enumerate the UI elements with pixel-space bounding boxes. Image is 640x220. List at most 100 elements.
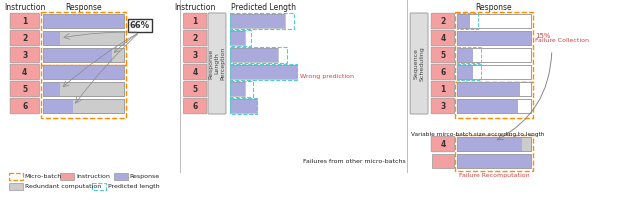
- Text: Sequence
Scheduling: Sequence Scheduling: [413, 46, 424, 81]
- Text: Redundant computation: Redundant computation: [25, 184, 101, 189]
- Bar: [43, 31, 124, 45]
- Text: 6: 6: [22, 101, 28, 110]
- Bar: [230, 48, 278, 62]
- Bar: [457, 99, 531, 113]
- Bar: [230, 30, 252, 46]
- Bar: [43, 31, 61, 45]
- FancyBboxPatch shape: [431, 98, 454, 114]
- Bar: [43, 82, 124, 96]
- Bar: [230, 47, 287, 63]
- Bar: [432, 154, 454, 168]
- Bar: [230, 99, 257, 113]
- Text: 2: 2: [22, 33, 28, 42]
- Bar: [457, 154, 531, 168]
- FancyBboxPatch shape: [431, 47, 454, 63]
- Bar: [43, 14, 124, 28]
- Text: 5: 5: [193, 84, 198, 94]
- Bar: [457, 65, 531, 79]
- Bar: [230, 82, 244, 96]
- Bar: [9, 173, 23, 180]
- Bar: [455, 82, 533, 118]
- Bar: [92, 183, 106, 190]
- Bar: [43, 99, 124, 113]
- Bar: [457, 14, 470, 28]
- Bar: [457, 14, 531, 28]
- Bar: [9, 183, 23, 190]
- Bar: [457, 31, 531, 45]
- Text: 6: 6: [440, 68, 445, 77]
- Bar: [230, 14, 285, 28]
- Text: Predicted length: Predicted length: [108, 184, 159, 189]
- Text: Instruction: Instruction: [76, 174, 110, 179]
- Bar: [43, 99, 124, 113]
- Text: 5: 5: [22, 84, 28, 94]
- Text: 3: 3: [193, 51, 198, 59]
- Text: Response: Response: [476, 3, 512, 12]
- Text: Response: Response: [130, 174, 160, 179]
- Text: 4: 4: [193, 68, 198, 77]
- Bar: [43, 48, 124, 62]
- FancyBboxPatch shape: [184, 98, 207, 114]
- FancyBboxPatch shape: [10, 30, 40, 46]
- Bar: [230, 65, 297, 79]
- Text: Instruction: Instruction: [175, 3, 216, 12]
- Bar: [230, 31, 244, 45]
- Bar: [457, 82, 531, 96]
- Text: 4: 4: [440, 33, 445, 42]
- Text: 1: 1: [440, 84, 445, 94]
- Text: 4: 4: [22, 68, 28, 77]
- FancyBboxPatch shape: [431, 136, 454, 152]
- Bar: [457, 14, 531, 28]
- Bar: [457, 137, 531, 151]
- Bar: [457, 48, 531, 62]
- Text: Failures from other micro-batchs: Failures from other micro-batchs: [303, 158, 406, 163]
- Bar: [43, 65, 124, 79]
- Bar: [230, 48, 278, 62]
- Bar: [230, 64, 297, 80]
- FancyBboxPatch shape: [410, 13, 428, 114]
- Bar: [43, 48, 124, 62]
- FancyBboxPatch shape: [431, 30, 454, 46]
- Text: Variable mirco-batch size according to length: Variable mirco-batch size according to l…: [411, 132, 545, 137]
- Bar: [60, 173, 74, 180]
- Bar: [457, 47, 481, 63]
- Bar: [43, 82, 124, 96]
- Bar: [457, 13, 478, 29]
- Text: Instruction: Instruction: [4, 3, 45, 12]
- Bar: [457, 65, 473, 79]
- Bar: [457, 65, 531, 79]
- Bar: [457, 154, 531, 168]
- Text: Wrong prediction: Wrong prediction: [300, 73, 354, 79]
- Text: Failure Recomputation: Failure Recomputation: [459, 173, 529, 178]
- Bar: [457, 31, 531, 45]
- Bar: [457, 99, 531, 113]
- Bar: [43, 31, 124, 45]
- FancyBboxPatch shape: [184, 13, 207, 29]
- Bar: [230, 81, 253, 97]
- Bar: [457, 82, 531, 96]
- Bar: [230, 99, 257, 113]
- Bar: [43, 65, 124, 79]
- Bar: [457, 99, 518, 113]
- Bar: [230, 82, 244, 96]
- Text: 3: 3: [440, 101, 445, 110]
- FancyBboxPatch shape: [10, 81, 40, 97]
- FancyBboxPatch shape: [184, 64, 207, 80]
- Bar: [40, 12, 126, 65]
- Bar: [457, 48, 531, 62]
- Bar: [457, 64, 481, 80]
- Bar: [43, 65, 124, 79]
- Bar: [43, 48, 111, 62]
- FancyBboxPatch shape: [431, 64, 454, 80]
- Text: 4: 4: [440, 139, 445, 148]
- Bar: [43, 14, 124, 28]
- Bar: [457, 48, 473, 62]
- Text: 15%: 15%: [535, 33, 550, 39]
- Bar: [230, 31, 244, 45]
- Text: 3: 3: [22, 51, 28, 59]
- Bar: [230, 14, 285, 28]
- FancyBboxPatch shape: [10, 13, 40, 29]
- Text: 6: 6: [193, 101, 198, 110]
- Bar: [43, 99, 74, 113]
- FancyBboxPatch shape: [184, 81, 207, 97]
